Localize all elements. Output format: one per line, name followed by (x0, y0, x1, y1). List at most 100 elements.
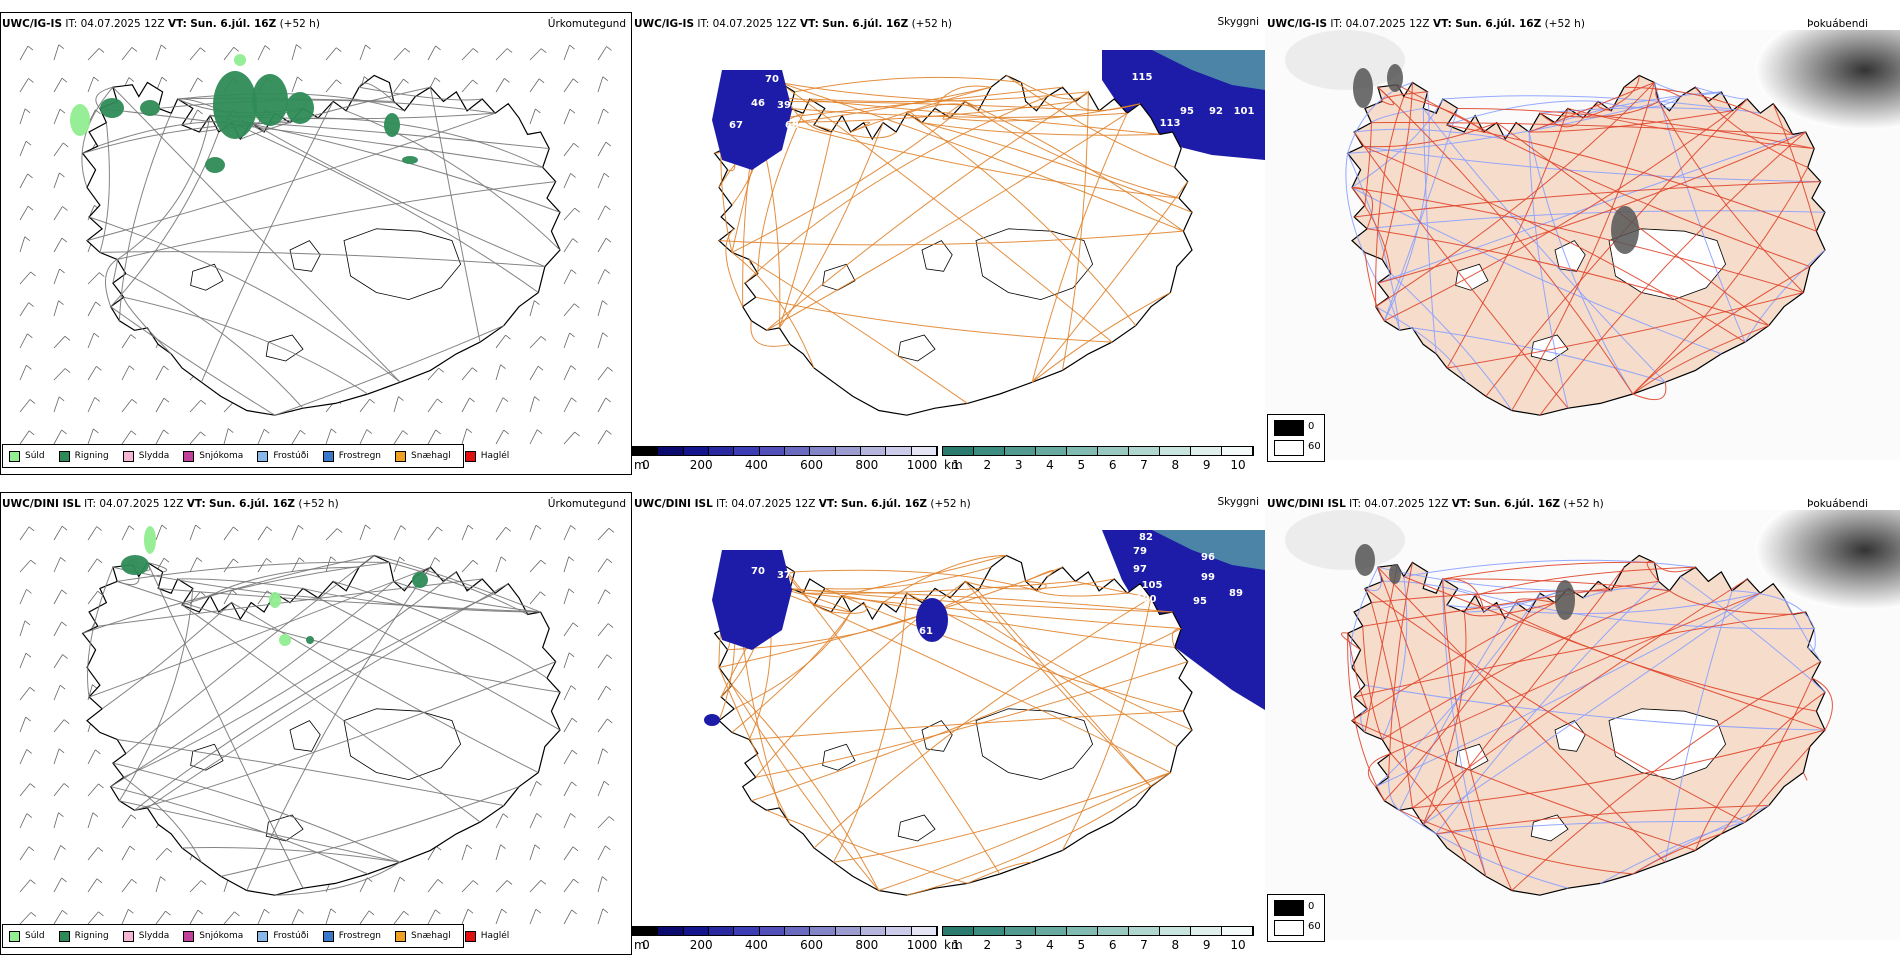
visibility-colorbar-tick: 9 (1202, 458, 1211, 472)
iceland-coastline (81, 74, 561, 416)
wind-barb-flag (569, 108, 576, 114)
cloud-height-colorbar-swatch (784, 447, 811, 455)
wind-barb-flag (25, 652, 32, 658)
precip-area (234, 54, 246, 66)
road-line (177, 578, 304, 589)
road-line (99, 122, 110, 253)
wind-barb-flag (608, 527, 615, 533)
visibility-colorbar-tick: 7 (1140, 938, 1148, 952)
wind-barb (597, 908, 604, 925)
glacier-outline (190, 743, 224, 771)
road-line (118, 588, 194, 802)
precip-legend-swatch (122, 930, 134, 942)
wind-barb-flag (365, 524, 371, 530)
road-line (1783, 597, 1822, 662)
road-line (1695, 86, 1748, 100)
wind-barb (53, 685, 61, 701)
wind-barb-flag (336, 528, 343, 533)
fog-patch (1555, 580, 1575, 620)
wind-barb (87, 847, 99, 861)
precip-area (252, 74, 288, 126)
wind-barb-flag (505, 334, 511, 340)
wind-barb (19, 173, 28, 189)
wind-barb-flag (63, 719, 70, 724)
precip-area (306, 636, 314, 644)
road-line (1457, 587, 1815, 630)
wind-barb-flag (573, 878, 579, 884)
lead-time: (+52 h) (298, 498, 339, 510)
road-line (1539, 112, 1584, 128)
wind-barb (87, 301, 96, 317)
wind-barb-flag (570, 269, 577, 275)
wind-barb-flag (64, 368, 71, 373)
fog-legend-black-swatch (1274, 900, 1304, 916)
wind-barb-flag (604, 589, 611, 595)
visibility-colorbar-swatch (1005, 447, 1036, 455)
wind-barb (19, 45, 29, 61)
road-line (1362, 122, 1497, 148)
wind-barb-flag (28, 78, 34, 83)
visibility-colorbar-tick: 3 (1014, 938, 1023, 952)
wind-barb (597, 589, 606, 605)
road-line (110, 306, 276, 416)
wind-barb-flag (434, 557, 441, 562)
wind-barb (563, 173, 571, 189)
precip-legend-swatch (183, 450, 195, 462)
road-line (1377, 567, 1487, 877)
it-label: IT: (697, 18, 710, 30)
road-line (1811, 677, 1833, 731)
road-line (1632, 833, 1722, 875)
road-line (770, 96, 1160, 135)
glacier-area (1554, 720, 1586, 752)
wind-barb-flag (93, 332, 100, 338)
wind-barb-flag (29, 783, 36, 788)
road-line (1377, 131, 1806, 284)
wind-barb-flag (129, 365, 135, 371)
cloud-base-value: 31 (765, 542, 779, 553)
glacier-area (1455, 743, 1489, 771)
wind-barb-flag (438, 367, 444, 373)
road-line (731, 684, 880, 891)
wind-barb (529, 396, 535, 413)
wind-barb (19, 271, 31, 285)
wind-barb (597, 205, 606, 221)
visibility-colorbar-tick: 9 (1202, 938, 1211, 952)
wind-barb-flag (501, 908, 507, 914)
visibility-colorbar-swatch (1129, 927, 1160, 935)
road-line (87, 567, 114, 698)
wind-barb (597, 76, 604, 93)
road-line (1025, 580, 1047, 592)
road-line (110, 580, 395, 788)
cloud-height-colorbar-swatch (810, 927, 836, 935)
panel-title: Skyggni (1217, 16, 1260, 28)
road-line (1436, 821, 1746, 835)
road-line (779, 81, 966, 102)
wind-barb (291, 430, 301, 445)
road-line (1075, 580, 1152, 599)
wind-barb (19, 653, 27, 669)
road-line (123, 296, 369, 395)
road-line (1383, 611, 1530, 802)
it-value: 04.07.2025 12Z (1345, 18, 1430, 30)
road-line (1442, 95, 1761, 114)
wind-barb (257, 526, 268, 541)
wind-barb (53, 396, 60, 413)
wind-barb (563, 303, 575, 317)
wind-barb (223, 911, 235, 925)
cloud-base-value: 95 (1193, 596, 1207, 607)
road-line (1384, 110, 1733, 322)
wind-barb-flag (200, 399, 207, 405)
road-line (99, 251, 545, 268)
wind-barb (19, 333, 28, 349)
cloud-height-colorbar-tick: 800 (855, 938, 879, 952)
panel-header: UWC/DINI ISL IT: 04.07.2025 12Z VT: Sun.… (634, 498, 971, 510)
precip-legend-item: Súld (9, 450, 45, 462)
wind-barb-flag (27, 333, 33, 339)
wind-barb (121, 399, 133, 413)
wind-barb (427, 909, 436, 925)
wind-barb (529, 78, 540, 93)
wind-barb (87, 366, 97, 381)
wind-barb-flag (62, 142, 69, 148)
glacier-outline (897, 334, 936, 362)
precip-legend-swatch (58, 450, 70, 462)
